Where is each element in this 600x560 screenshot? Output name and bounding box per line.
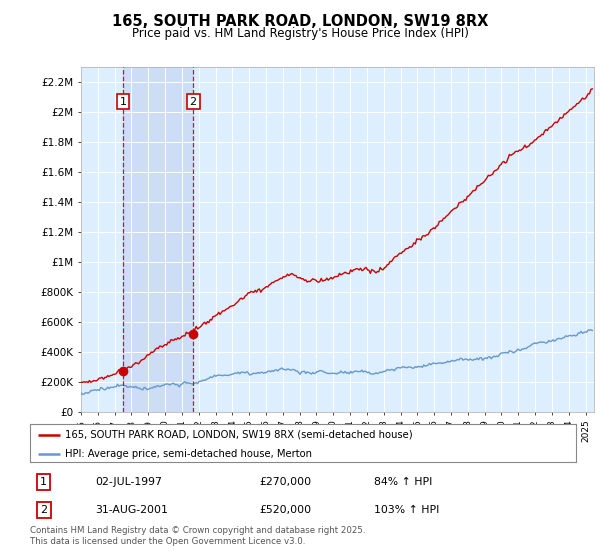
Text: 31-AUG-2001: 31-AUG-2001 [95,505,169,515]
Bar [123,67,193,412]
Text: 84% ↑ HPI: 84% ↑ HPI [374,477,433,487]
Text: 1: 1 [119,97,127,106]
Text: 165, SOUTH PARK ROAD, LONDON, SW19 8RX: 165, SOUTH PARK ROAD, LONDON, SW19 8RX [112,14,488,29]
Text: 2: 2 [40,505,47,515]
Text: £270,000: £270,000 [259,477,311,487]
Text: £520,000: £520,000 [259,505,311,515]
Text: 2: 2 [190,97,197,106]
Text: Contains HM Land Registry data © Crown copyright and database right 2025.
This d: Contains HM Land Registry data © Crown c… [30,526,365,546]
Text: HPI: Average price, semi-detached house, Merton: HPI: Average price, semi-detached house,… [65,449,313,459]
Text: 165, SOUTH PARK ROAD, LONDON, SW19 8RX (semi-detached house): 165, SOUTH PARK ROAD, LONDON, SW19 8RX (… [65,430,413,440]
Text: Price paid vs. HM Land Registry's House Price Index (HPI): Price paid vs. HM Land Registry's House … [131,27,469,40]
Text: 02-JUL-1997: 02-JUL-1997 [95,477,163,487]
Text: 1: 1 [40,477,47,487]
Text: 103% ↑ HPI: 103% ↑ HPI [374,505,439,515]
